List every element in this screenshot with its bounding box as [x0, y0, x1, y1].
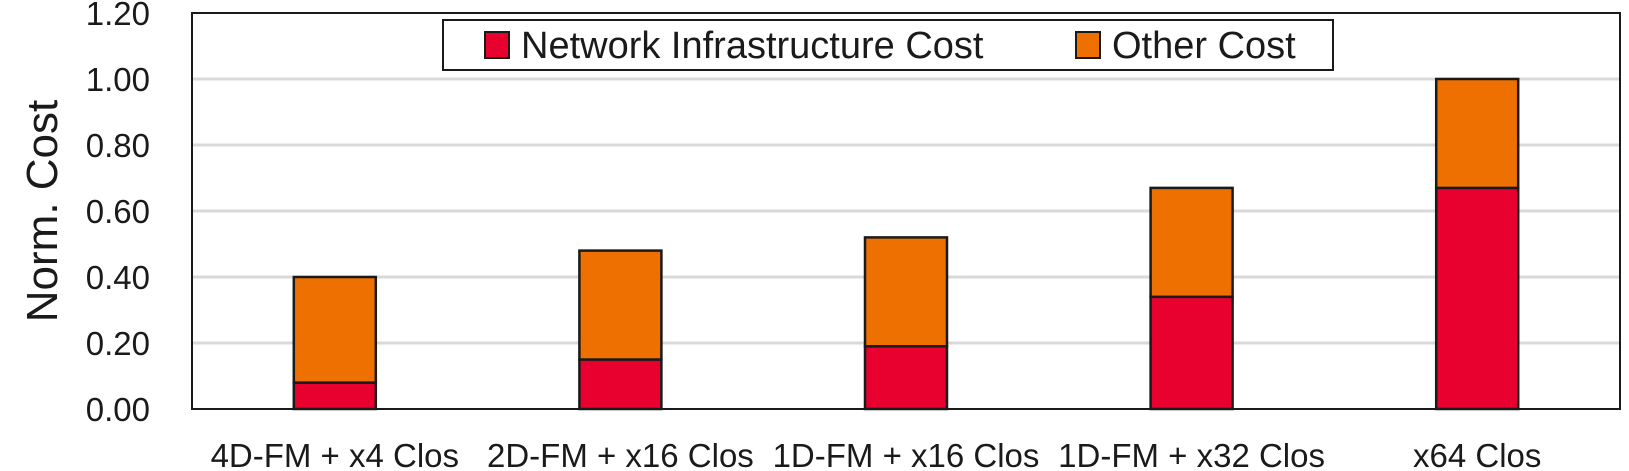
legend-label-other-cost: Other Cost: [1112, 25, 1296, 67]
bar-segment-other-cost: [578, 249, 663, 361]
bars: [292, 77, 1520, 411]
bar-segment-other-cost: [863, 236, 949, 348]
y-tick-label: 0.00: [86, 391, 150, 428]
legend-label-network-infrastructure-cost: Network Infrastructure Cost: [521, 25, 984, 67]
bar-segment-network-infrastructure-cost: [1149, 295, 1234, 411]
legend-box: [442, 19, 1334, 71]
legend-swatch-network-infrastructure-cost: [484, 31, 510, 59]
y-tick-label: 0.60: [86, 193, 150, 230]
bar-segment-other-cost: [292, 275, 378, 384]
x-tick-label: x64 Clos: [1413, 437, 1541, 471]
y-tick-labels: 0.00 0.20 0.40 0.60 0.80 1.00 1.20: [86, 0, 150, 428]
plot-frame: [191, 12, 1621, 410]
bar-segment-network-infrastructure-cost: [863, 345, 949, 411]
y-tick-label: 0.20: [86, 325, 150, 362]
x-tick-label: 1D-FM + x16 Clos: [773, 437, 1040, 471]
y-tick-label: 1.00: [86, 61, 150, 98]
gridlines: [192, 77, 1620, 345]
y-axis-label: Norm. Cost: [18, 100, 67, 322]
bar-segment-network-infrastructure-cost: [578, 358, 663, 411]
legend-swatch-other-cost: [1075, 31, 1101, 59]
x-tick-label: 1D-FM + x32 Clos: [1058, 437, 1325, 471]
legend: Network Infrastructure Cost Other Cost: [442, 19, 1334, 71]
y-tick-label: 1.20: [86, 0, 150, 32]
x-tick-labels: 4D-FM + x4 Clos 2D-FM + x16 Clos 1D-FM + x…: [211, 437, 1542, 471]
bar-segment-network-infrastructure-cost: [292, 381, 378, 411]
bar-segment-other-cost: [1149, 186, 1234, 299]
bar-segment-other-cost: [1434, 77, 1520, 190]
x-tick-label: 2D-FM + x16 Clos: [487, 437, 754, 471]
y-tick-label: 0.40: [86, 259, 150, 296]
y-tick-label: 0.80: [86, 127, 150, 164]
x-tick-label: 4D-FM + x4 Clos: [211, 437, 459, 471]
bar-segment-network-infrastructure-cost: [1434, 186, 1520, 411]
